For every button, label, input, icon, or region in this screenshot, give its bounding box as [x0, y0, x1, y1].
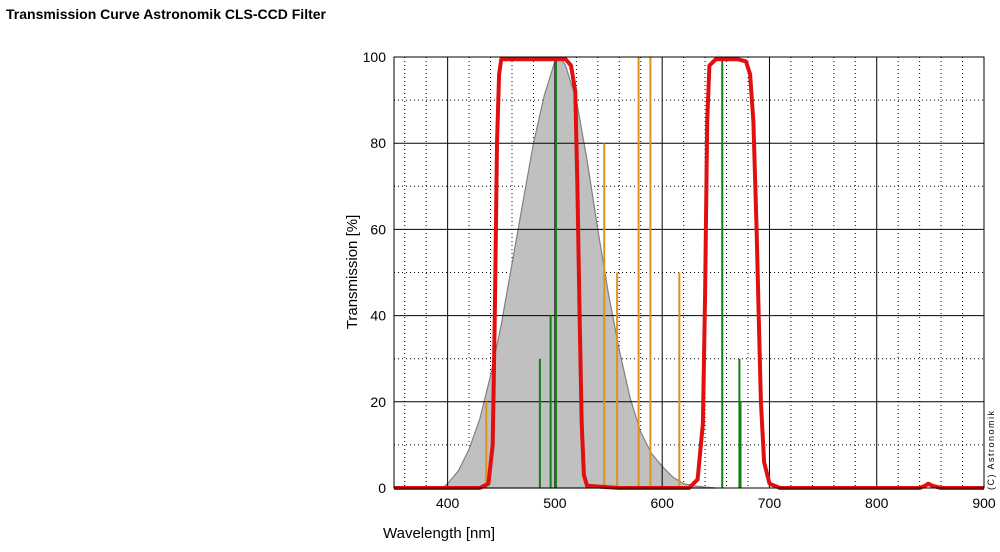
y-tick-label: 20	[370, 394, 386, 410]
y-axis-label: Transmission [%]	[344, 215, 361, 329]
x-tick-label: 600	[651, 495, 675, 511]
x-tick-labels: 400 500 600 700 800 900	[436, 495, 996, 511]
chart-title: Transmission Curve Astronomik CLS-CCD Fi…	[6, 6, 326, 22]
y-tick-label: 100	[363, 49, 387, 65]
emission-lines	[485, 57, 742, 488]
y-tick-label: 0	[378, 480, 386, 496]
x-tick-label: 400	[436, 495, 460, 511]
x-tick-label: 500	[543, 495, 567, 511]
major-grid	[394, 57, 984, 488]
x-tick-label: 900	[972, 495, 996, 511]
copyright-credit: (C) Astronomik	[986, 409, 996, 490]
y-tick-labels: 0 20 40 60 80 100	[363, 49, 387, 496]
y-tick-label: 60	[370, 221, 386, 237]
plot-frame	[393, 56, 985, 489]
y-tick-label: 80	[370, 135, 386, 151]
x-tick-label: 700	[758, 495, 782, 511]
transmission-curve	[394, 57, 984, 490]
x-tick-label: 800	[865, 495, 889, 511]
x-axis-label: Wavelength [nm]	[383, 525, 495, 542]
curve-layer	[394, 57, 984, 490]
y-tick-label: 40	[370, 308, 386, 324]
